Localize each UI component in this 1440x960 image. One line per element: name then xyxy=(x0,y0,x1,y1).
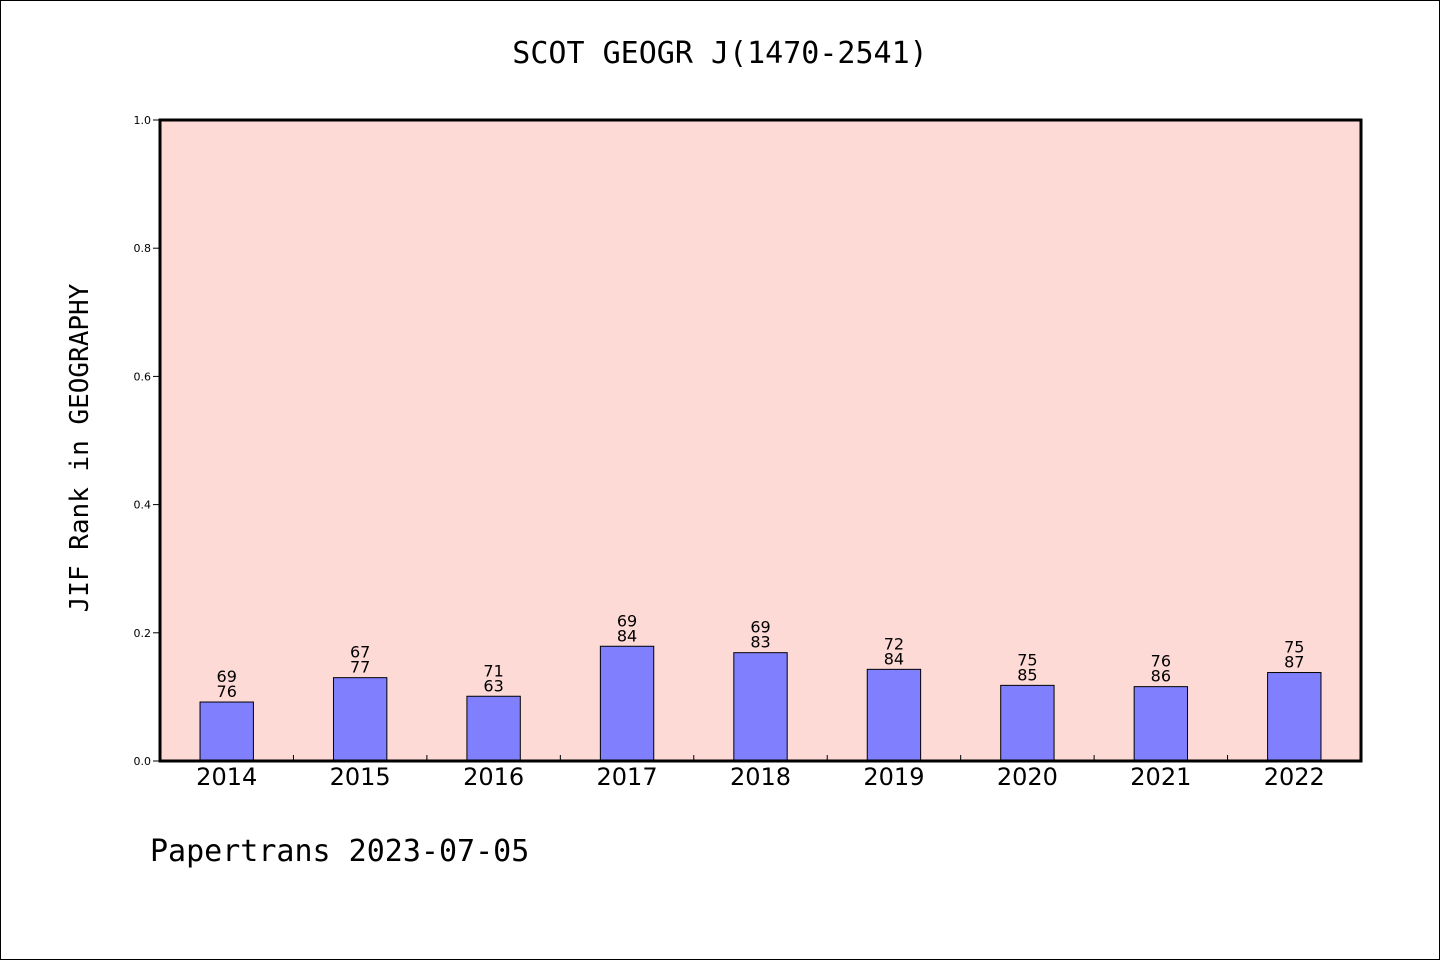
footer-credit: Papertrans 2023-07-05 xyxy=(150,834,530,869)
bar-label-top: 75 xyxy=(1284,638,1304,657)
bar-label-top: 69 xyxy=(617,611,637,630)
bar xyxy=(332,677,388,762)
bar xyxy=(1000,684,1055,762)
y-tick-label: 0.8 xyxy=(134,242,152,255)
x-tick-label: 2022 xyxy=(1264,763,1325,791)
bar xyxy=(1133,686,1189,762)
bar-label-bottom: 84 xyxy=(884,649,904,668)
bar-label-bottom: 77 xyxy=(350,658,370,677)
bar-label-bottom: 85 xyxy=(1017,665,1037,684)
x-tick-label: 2016 xyxy=(463,763,524,791)
x-tick-label: 2015 xyxy=(330,763,391,791)
bar-label-top: 71 xyxy=(483,661,503,680)
bar xyxy=(866,668,922,762)
x-tick-label: 2020 xyxy=(997,763,1058,791)
bar xyxy=(199,701,254,762)
x-tick-label: 2018 xyxy=(730,763,791,791)
plot-border xyxy=(158,118,1363,763)
bar-label-top: 67 xyxy=(350,643,370,662)
bar-label-bottom: 87 xyxy=(1284,653,1304,672)
bar xyxy=(599,645,655,762)
x-tick-label: 2017 xyxy=(597,763,658,791)
y-tick-label: 0.4 xyxy=(134,499,152,512)
bar-label-top: 69 xyxy=(217,667,237,686)
y-tick-label: 0.2 xyxy=(134,627,152,640)
y-tick-label: 0.0 xyxy=(134,755,152,768)
bar-label-bottom: 84 xyxy=(617,626,637,645)
bar xyxy=(466,695,521,762)
bar-label-top: 72 xyxy=(884,634,904,653)
bar xyxy=(1267,672,1322,762)
bar-label-bottom: 83 xyxy=(750,633,770,652)
bar xyxy=(733,652,788,762)
bar-label-top: 75 xyxy=(1017,650,1037,669)
bar-label-top: 69 xyxy=(750,618,770,637)
x-tick-label: 2019 xyxy=(863,763,924,791)
bar-label-bottom: 76 xyxy=(217,682,237,701)
y-tick-label: 1.0 xyxy=(134,114,152,127)
bar-label-bottom: 63 xyxy=(483,676,503,695)
bar-label-bottom: 86 xyxy=(1151,667,1171,686)
x-tick-label: 2021 xyxy=(1130,763,1191,791)
x-tick-label: 2014 xyxy=(196,763,257,791)
y-tick-label: 0.6 xyxy=(134,370,152,383)
bar-label-top: 76 xyxy=(1151,652,1171,671)
chart-title: SCOT GEOGR J(1470-2541) xyxy=(512,36,928,71)
